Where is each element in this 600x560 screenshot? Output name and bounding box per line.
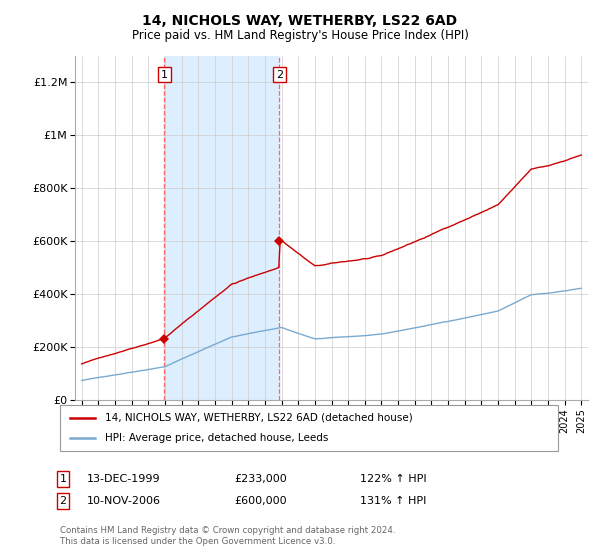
Text: Price paid vs. HM Land Registry's House Price Index (HPI): Price paid vs. HM Land Registry's House … — [131, 29, 469, 42]
Text: 10-NOV-2006: 10-NOV-2006 — [87, 496, 161, 506]
Text: 122% ↑ HPI: 122% ↑ HPI — [360, 474, 427, 484]
Text: 131% ↑ HPI: 131% ↑ HPI — [360, 496, 427, 506]
FancyBboxPatch shape — [60, 405, 558, 451]
Text: 1: 1 — [59, 474, 67, 484]
Text: Contains HM Land Registry data © Crown copyright and database right 2024.
This d: Contains HM Land Registry data © Crown c… — [60, 526, 395, 546]
Text: 13-DEC-1999: 13-DEC-1999 — [87, 474, 161, 484]
Text: 2: 2 — [276, 69, 283, 80]
Text: 14, NICHOLS WAY, WETHERBY, LS22 6AD (detached house): 14, NICHOLS WAY, WETHERBY, LS22 6AD (det… — [105, 413, 413, 423]
Text: 1: 1 — [161, 69, 168, 80]
Text: 14, NICHOLS WAY, WETHERBY, LS22 6AD: 14, NICHOLS WAY, WETHERBY, LS22 6AD — [142, 14, 458, 28]
Text: 2: 2 — [59, 496, 67, 506]
Bar — [164, 56, 280, 400]
Text: £600,000: £600,000 — [234, 496, 287, 506]
Text: HPI: Average price, detached house, Leeds: HPI: Average price, detached house, Leed… — [105, 433, 328, 443]
Text: £233,000: £233,000 — [234, 474, 287, 484]
